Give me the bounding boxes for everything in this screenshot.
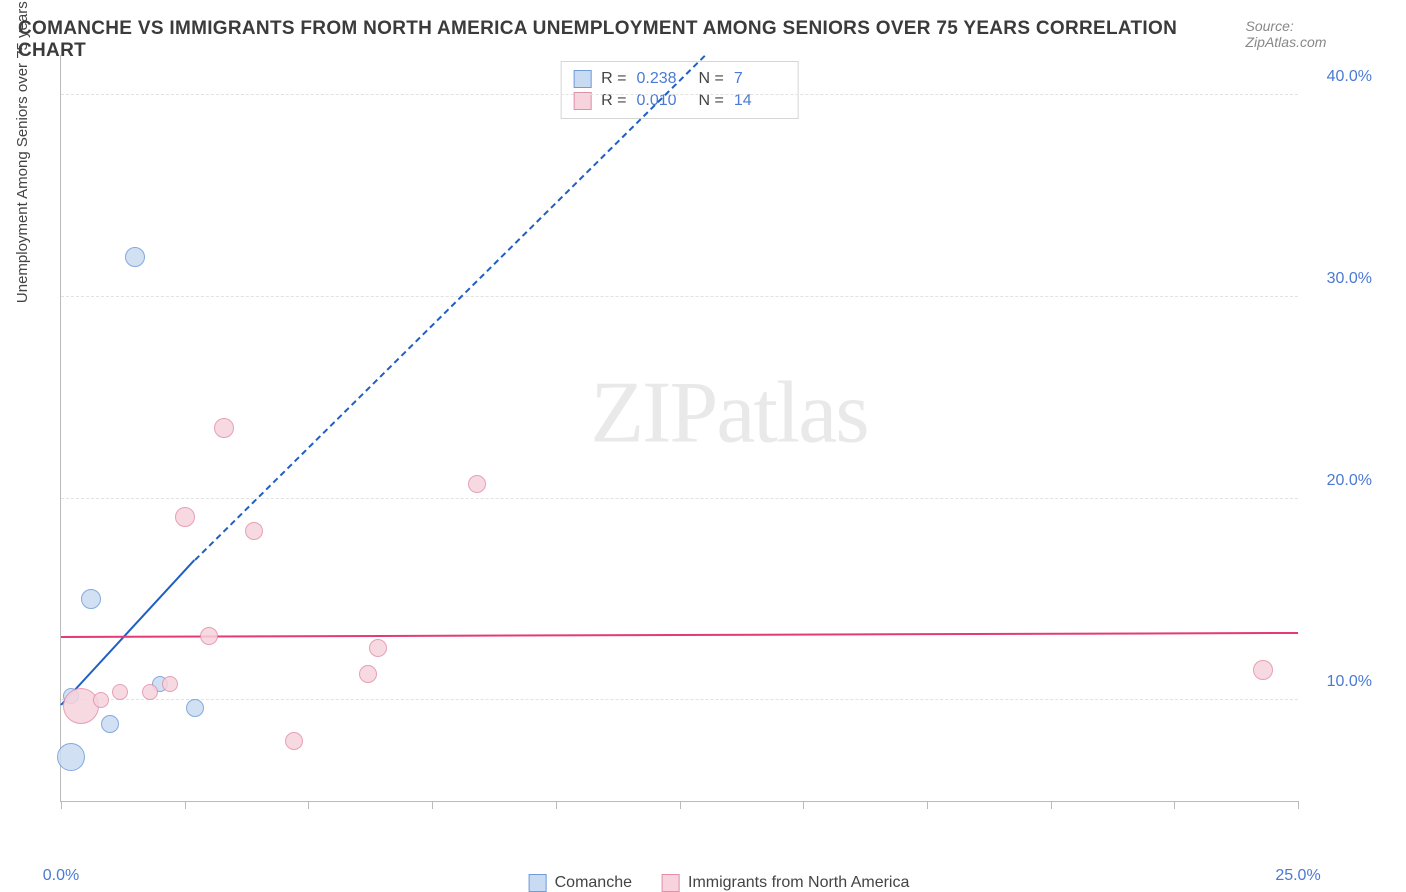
legend-item: Comanche xyxy=(529,874,632,892)
data-point xyxy=(468,475,486,493)
gridline xyxy=(61,498,1298,499)
data-point xyxy=(162,676,178,692)
data-point xyxy=(93,692,109,708)
legend-swatch xyxy=(573,70,591,88)
y-tick-label: 30.0% xyxy=(1327,270,1372,288)
x-tick-label: 25.0% xyxy=(1275,867,1320,885)
data-point xyxy=(57,743,85,771)
gridline xyxy=(61,94,1298,95)
x-tick xyxy=(432,801,433,809)
watermark-thin: atlas xyxy=(716,365,867,462)
trend-line xyxy=(61,632,1298,638)
data-point xyxy=(125,247,145,267)
stats-legend-box: R =0.238N =7R =0.010N =14 xyxy=(560,61,799,119)
x-tick xyxy=(927,801,928,809)
data-point xyxy=(186,699,204,717)
data-point xyxy=(285,732,303,750)
legend-item: Immigrants from North America xyxy=(662,874,909,892)
x-tick xyxy=(308,801,309,809)
stats-n-value: 7 xyxy=(734,70,786,88)
y-tick-label: 40.0% xyxy=(1327,68,1372,86)
watermark: ZIPatlas xyxy=(590,363,867,464)
data-point xyxy=(359,665,377,683)
legend-swatch xyxy=(662,874,680,892)
legend-swatch xyxy=(529,874,547,892)
y-tick-label: 10.0% xyxy=(1327,673,1372,691)
bottom-legend: Comanche Immigrants from North America xyxy=(529,874,910,892)
plot-area: ZIPatlas R =0.238N =7R =0.010N =14 10.0%… xyxy=(60,55,1298,802)
y-tick-label: 20.0% xyxy=(1327,472,1372,490)
x-tick-label: 0.0% xyxy=(43,867,79,885)
chart-container: Unemployment Among Seniors over 75 years… xyxy=(50,55,1388,852)
watermark-bold: ZIP xyxy=(590,365,716,462)
data-point xyxy=(63,688,99,724)
x-tick xyxy=(61,801,62,809)
stats-r-label: R = xyxy=(601,70,626,88)
y-axis-label: Unemployment Among Seniors over 75 years xyxy=(14,1,31,303)
data-point xyxy=(214,418,234,438)
data-point xyxy=(101,715,119,733)
gridline xyxy=(61,296,1298,297)
x-tick xyxy=(556,801,557,809)
legend-label: Immigrants from North America xyxy=(688,874,909,892)
data-point xyxy=(112,684,128,700)
data-point xyxy=(81,589,101,609)
data-point xyxy=(245,522,263,540)
data-point xyxy=(1253,660,1273,680)
data-point xyxy=(369,639,387,657)
stats-row: R =0.010N =14 xyxy=(573,90,786,112)
trend-line-dashed xyxy=(194,55,705,560)
gridline xyxy=(61,699,1298,700)
x-tick xyxy=(185,801,186,809)
x-tick xyxy=(680,801,681,809)
data-point xyxy=(142,684,158,700)
x-tick xyxy=(803,801,804,809)
data-point xyxy=(175,507,195,527)
x-tick xyxy=(1051,801,1052,809)
stats-n-label: N = xyxy=(699,70,724,88)
source-label: Source: ZipAtlas.com xyxy=(1246,18,1379,50)
x-tick xyxy=(1174,801,1175,809)
legend-label: Comanche xyxy=(555,874,632,892)
data-point xyxy=(200,627,218,645)
x-tick xyxy=(1298,801,1299,809)
